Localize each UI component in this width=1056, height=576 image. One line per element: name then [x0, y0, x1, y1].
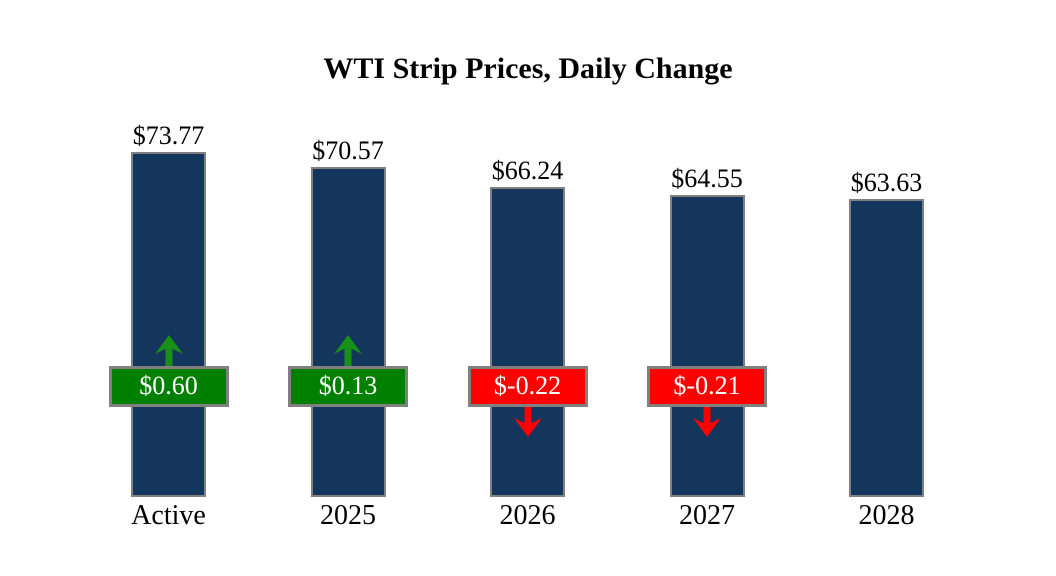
- x-axis-label: 2027: [679, 500, 735, 531]
- change-badge: $-0.22: [467, 366, 588, 407]
- bar: [131, 152, 206, 497]
- bar: [310, 167, 386, 497]
- bar-value-label: $64.55: [671, 164, 743, 193]
- x-axis-label: Active: [131, 500, 206, 531]
- bar: [490, 187, 565, 497]
- x-axis-label: 2025: [320, 500, 376, 531]
- bar-value-label: $70.57: [312, 136, 384, 165]
- up-arrow-icon: [154, 335, 184, 366]
- change-badge: $0.13: [288, 366, 408, 407]
- chart-title: WTI Strip Prices, Daily Change: [323, 52, 733, 85]
- bar-value-label: $66.24: [491, 156, 564, 185]
- bar-value-label: $73.77: [132, 121, 205, 150]
- bar: [669, 195, 745, 497]
- bar: [849, 199, 924, 497]
- x-axis-label: 2026: [499, 500, 556, 531]
- change-badge: $0.60: [108, 366, 229, 407]
- down-arrow-icon: [513, 407, 543, 437]
- up-arrow-icon: [333, 335, 363, 366]
- bar-value-label: $63.63: [850, 168, 923, 197]
- down-arrow-icon: [692, 407, 722, 437]
- change-badge: $-0.21: [647, 366, 767, 407]
- x-axis-label: 2028: [858, 500, 915, 531]
